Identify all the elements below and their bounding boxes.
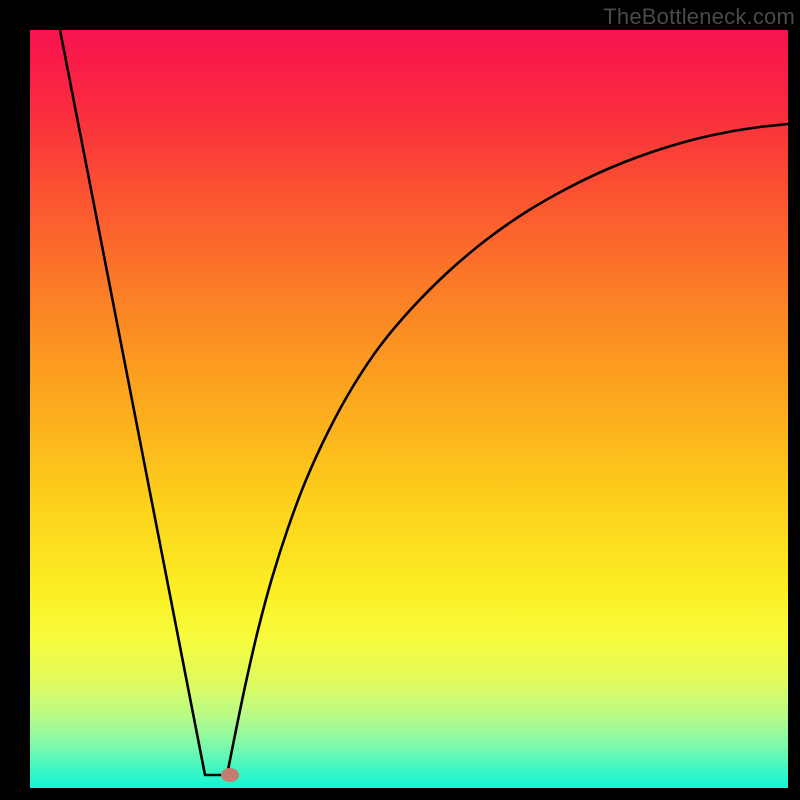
chart-frame: TheBottleneck.com xyxy=(0,0,800,800)
plot-area xyxy=(30,30,788,788)
frame-border-right xyxy=(788,0,800,800)
frame-border-bottom xyxy=(0,788,800,800)
optimal-point-marker xyxy=(221,768,239,782)
bottleneck-curve xyxy=(30,30,788,788)
frame-border-left xyxy=(0,0,30,800)
watermark-text: TheBottleneck.com xyxy=(603,4,795,30)
